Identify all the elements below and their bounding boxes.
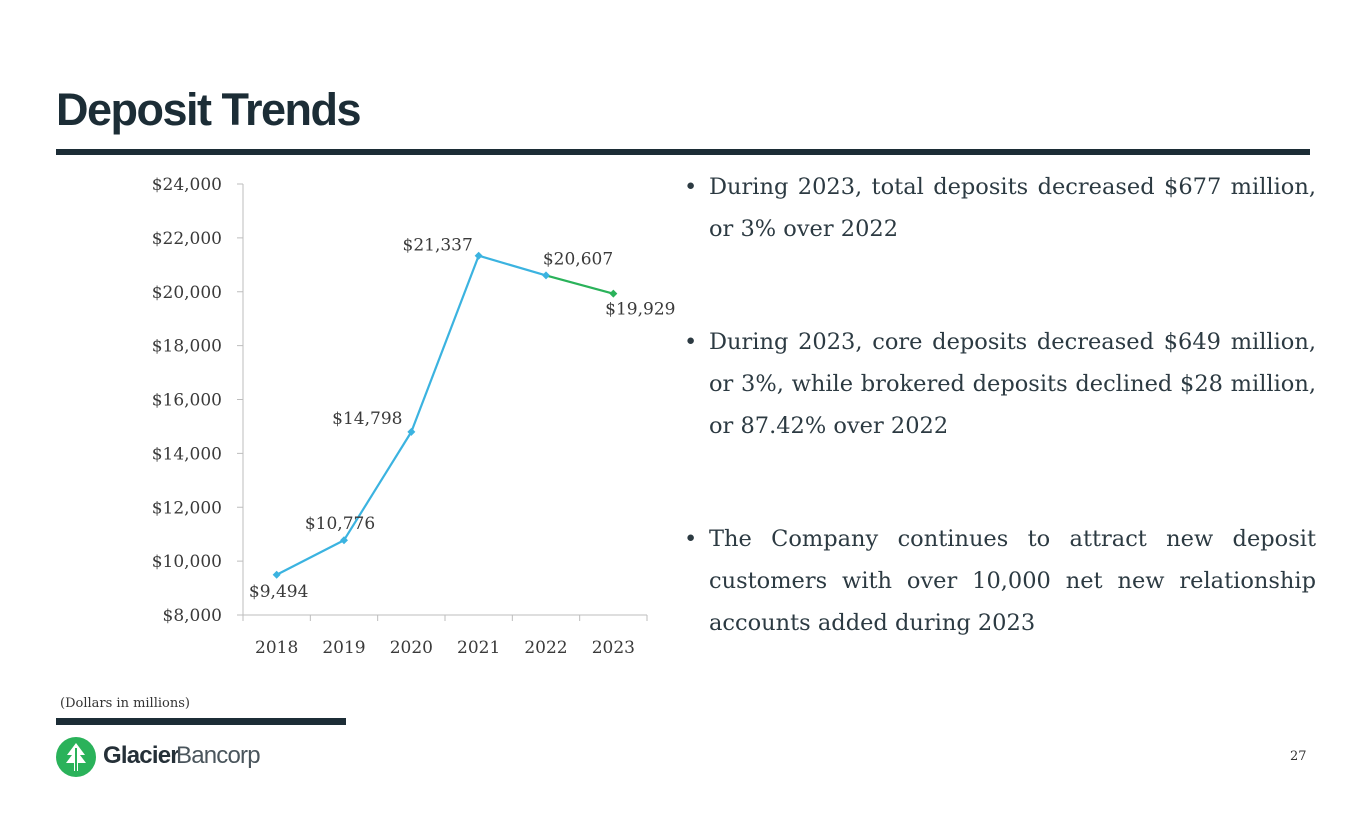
series-line-segment bbox=[478, 254, 547, 277]
data-label: $20,607 bbox=[543, 249, 613, 269]
logo-sub: Bancorp bbox=[176, 742, 261, 769]
logo-name: Glacier bbox=[103, 742, 180, 769]
deposit-line-chart: $8,000 $10,000 $12,000 $14,000 $16,000 $18,00… bbox=[152, 175, 676, 658]
page-title: Deposit Trends bbox=[56, 84, 362, 135]
tree-logo-icon bbox=[56, 737, 96, 777]
data-point bbox=[609, 289, 618, 298]
y-tick-label: $24,000 bbox=[152, 175, 222, 195]
data-point bbox=[340, 536, 348, 545]
page-number: 27 bbox=[1290, 749, 1307, 764]
series-line-segment bbox=[343, 431, 413, 541]
data-point bbox=[542, 271, 550, 280]
data-label: $19,929 bbox=[605, 300, 675, 320]
data-point bbox=[474, 251, 483, 260]
y-tick-label: $14,000 bbox=[152, 444, 222, 464]
x-tick-label: 2018 bbox=[255, 638, 298, 658]
bullet-item: During 2023, total deposits decreased $6… bbox=[684, 166, 1316, 250]
series-line-segment bbox=[545, 274, 614, 295]
y-tick-label: $18,000 bbox=[152, 337, 222, 357]
bullet-item: The Company continues to attract new dep… bbox=[684, 518, 1316, 644]
bullet-item: During 2023, core deposits decreased $64… bbox=[684, 321, 1316, 447]
series-line-segment bbox=[276, 539, 345, 576]
x-tick-label: 2022 bbox=[524, 638, 567, 658]
footer-divider bbox=[56, 718, 346, 725]
units-footnote: (Dollars in millions) bbox=[60, 696, 190, 711]
bullet-list: During 2023, total deposits decreased $6… bbox=[684, 166, 1316, 644]
data-label: $10,776 bbox=[305, 514, 375, 534]
y-tick-label: $12,000 bbox=[152, 498, 222, 518]
data-point bbox=[272, 570, 281, 579]
y-tick-label: $8,000 bbox=[163, 606, 222, 626]
x-tick-label: 2021 bbox=[457, 638, 500, 658]
data-point bbox=[407, 427, 416, 436]
y-tick-label: $22,000 bbox=[152, 229, 222, 249]
company-logo: Glacier Bancorp bbox=[56, 736, 356, 778]
x-tick-label: 2019 bbox=[322, 638, 365, 658]
data-label: $14,798 bbox=[332, 409, 402, 429]
y-tick-label: $16,000 bbox=[152, 391, 222, 411]
x-tick-label: 2020 bbox=[390, 638, 433, 658]
data-label: $21,337 bbox=[403, 236, 473, 256]
title-divider bbox=[56, 149, 1310, 155]
data-label: $9,494 bbox=[249, 582, 308, 602]
series-line-segment bbox=[410, 255, 480, 433]
y-tick-label: $20,000 bbox=[152, 283, 222, 303]
x-tick-label: 2023 bbox=[592, 638, 635, 658]
y-tick-label: $10,000 bbox=[152, 552, 222, 572]
